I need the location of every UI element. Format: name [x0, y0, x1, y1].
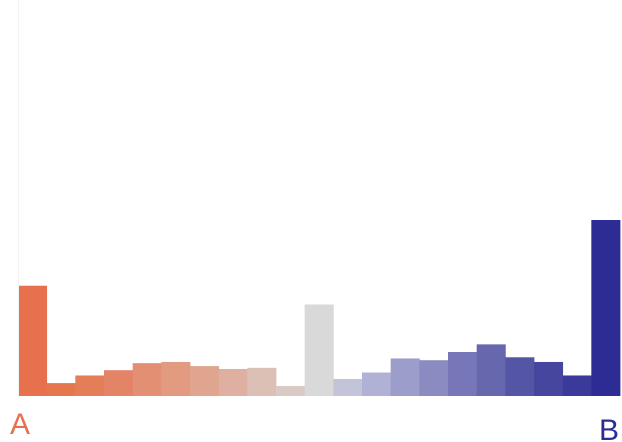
bar-10: [276, 386, 306, 396]
bar-15: [419, 360, 449, 396]
bar-3: [75, 375, 105, 396]
bars-group: [18, 220, 621, 396]
bar-21: [591, 220, 621, 396]
bar-20: [562, 375, 592, 396]
bar-19: [534, 361, 564, 396]
bar-12: [333, 378, 363, 396]
bar-6: [161, 361, 191, 396]
bar-1: [18, 285, 48, 396]
bar-8: [218, 369, 248, 396]
right-end-label: B: [599, 414, 619, 442]
bar-17: [476, 344, 506, 396]
bar-11: [304, 304, 334, 396]
bar-5: [132, 363, 162, 396]
bar-9: [247, 367, 277, 396]
bar-16: [448, 352, 478, 396]
bar-2: [46, 383, 76, 396]
left-end-label: A: [10, 408, 30, 441]
bar-18: [505, 357, 535, 396]
bar-7: [190, 366, 220, 396]
bar-14: [390, 358, 420, 396]
bar-13: [362, 372, 392, 396]
bar-4: [104, 370, 134, 396]
